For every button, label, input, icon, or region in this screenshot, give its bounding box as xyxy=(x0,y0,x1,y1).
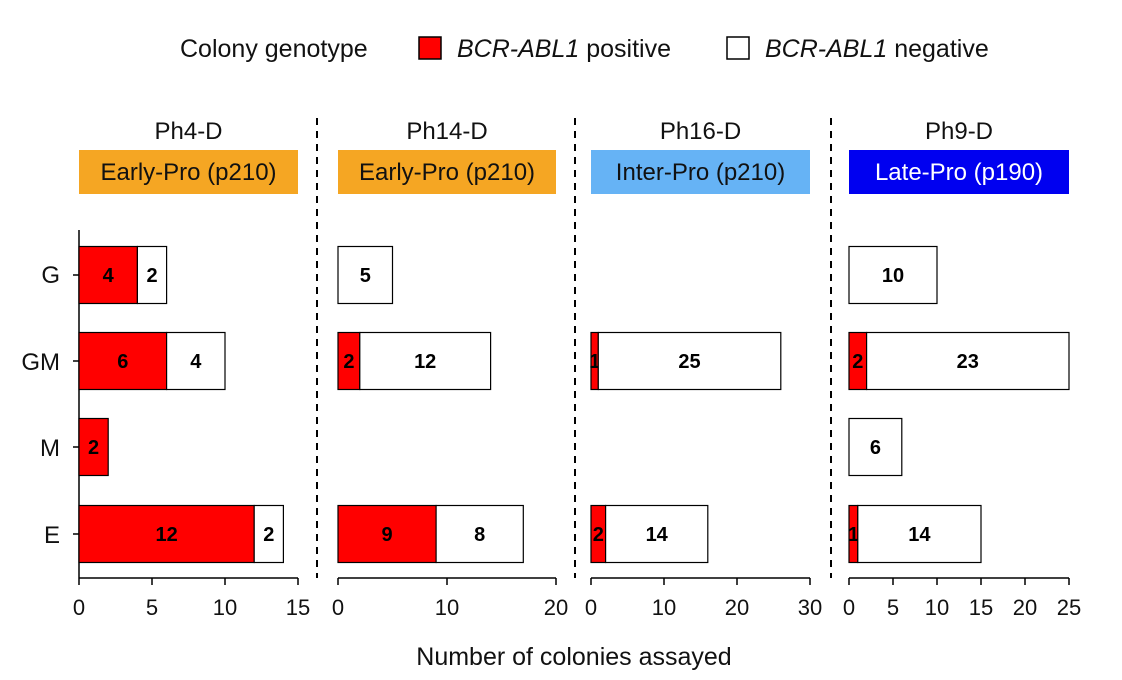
bar-positive-ph4-d-m xyxy=(78,417,109,477)
bar-label-negative-ph4-d-g: 2 xyxy=(146,265,157,287)
bar-positive-ph4-d-gm xyxy=(78,331,168,391)
bar-label-positive-ph4-d-g: 4 xyxy=(103,265,115,287)
bar-label-negative-ph16-d-gm: 25 xyxy=(678,351,700,373)
x-tick-label-ph14-d-20: 20 xyxy=(544,595,568,620)
bar-negative-ph9-d-gm xyxy=(865,331,1070,391)
bar-label-negative-ph9-d-g: 10 xyxy=(882,265,904,287)
bar-label-negative-ph16-d-e: 14 xyxy=(646,524,669,546)
bar-label-negative-ph4-d-e: 2 xyxy=(263,524,274,546)
x-tick-label-ph9-d-5: 5 xyxy=(887,595,899,620)
x-tick-label-ph16-d-0: 0 xyxy=(585,595,597,620)
category-label-gm: GM xyxy=(21,349,60,376)
panel-title-ph4-d: Ph4-D xyxy=(154,118,222,145)
bar-label-positive-ph14-d-gm: 2 xyxy=(343,351,354,373)
bar-negative-ph4-d-e xyxy=(253,504,284,564)
bar-positive-ph14-d-e xyxy=(337,504,437,564)
panel-ph16-d: Ph16-D Inter-Pro (p210) 0 10 20 30 1 25 2 14 xyxy=(585,118,822,620)
panel-badge-text-ph14-d: Early-Pro (p210) xyxy=(359,159,535,186)
x-axis-label: Number of colonies assayed xyxy=(416,643,731,671)
bar-negative-ph16-d-e xyxy=(604,504,709,564)
panel-badge-ph4-d xyxy=(79,150,298,194)
panel-badge-ph14-d xyxy=(338,150,556,194)
legend-label-positive-suffix: positive xyxy=(579,35,671,63)
bar-label-negative-ph14-d-g: 5 xyxy=(360,265,371,287)
legend-label-positive-gene: BCR-ABL1 xyxy=(457,35,579,63)
category-label-m: M xyxy=(40,435,60,462)
panel-badge-text-ph9-d: Late-Pro (p190) xyxy=(875,159,1043,186)
category-labels: G GM M E xyxy=(21,262,60,549)
panel-ph14-d: Ph14-D Early-Pro (p210) 0 10 20 5 2 12 9 8 xyxy=(332,118,568,620)
x-tick-label-ph16-d-20: 20 xyxy=(725,595,749,620)
x-tick-label-ph14-d-10: 10 xyxy=(435,595,459,620)
bar-positive-ph4-d-e xyxy=(78,504,255,564)
x-tick-label-ph9-d-0: 0 xyxy=(843,595,855,620)
x-tick-label-ph4-d-15: 15 xyxy=(286,595,310,620)
bar-label-positive-ph4-d-m: 2 xyxy=(88,437,99,459)
bar-negative-ph16-d-gm xyxy=(597,331,782,391)
bar-label-negative-ph9-d-m: 6 xyxy=(870,437,881,459)
bar-negative-ph14-d-gm xyxy=(359,331,492,391)
x-tick-label-ph4-d-5: 5 xyxy=(146,595,158,620)
x-tick-label-ph9-d-15: 15 xyxy=(969,595,993,620)
bar-label-positive-ph16-d-gm: 1 xyxy=(589,351,600,373)
x-tick-label-ph4-d-10: 10 xyxy=(213,595,237,620)
panel-badge-ph9-d xyxy=(849,150,1069,194)
x-tick-label-ph4-d-0: 0 xyxy=(73,595,85,620)
panel-title-ph9-d: Ph9-D xyxy=(925,118,993,145)
bar-label-positive-ph4-d-e: 12 xyxy=(155,524,177,546)
panel-ph9-d: Ph9-D Late-Pro (p190) 0 5 10 15 20 25 10 2 23 6 1 14 xyxy=(843,118,1081,620)
legend-label-positive: BCR-ABL1 positive xyxy=(457,35,671,63)
bar-label-positive-ph9-d-e: 1 xyxy=(848,524,859,546)
bar-negative-ph9-d-m xyxy=(848,417,903,477)
x-tick-label-ph16-d-10: 10 xyxy=(652,595,676,620)
legend-label-negative-gene: BCR-ABL1 xyxy=(765,35,887,63)
y-axis xyxy=(73,230,80,578)
bar-negative-ph4-d-gm xyxy=(166,331,226,391)
bar-negative-ph14-d-g xyxy=(337,245,394,305)
x-tick-label-ph9-d-10: 10 xyxy=(925,595,949,620)
bar-negative-ph9-d-g xyxy=(848,245,938,305)
bar-label-negative-ph14-d-e: 8 xyxy=(474,524,485,546)
panel-title-ph16-d: Ph16-D xyxy=(660,118,741,145)
x-tick-label-ph16-d-30: 30 xyxy=(798,595,822,620)
category-label-g: G xyxy=(41,262,60,289)
category-label-e: E xyxy=(44,522,60,549)
bar-label-negative-ph4-d-gm: 4 xyxy=(190,351,202,373)
bar-negative-ph14-d-e xyxy=(435,504,524,564)
panel-badge-text-ph16-d: Inter-Pro (p210) xyxy=(616,159,785,186)
bar-label-negative-ph9-d-e: 14 xyxy=(908,524,931,546)
legend-swatch-positive xyxy=(418,36,442,60)
panel-badge-text-ph4-d: Early-Pro (p210) xyxy=(100,159,276,186)
panel-badge-ph16-d xyxy=(591,150,810,194)
x-tick-label-ph9-d-25: 25 xyxy=(1057,595,1081,620)
bar-label-positive-ph16-d-e: 2 xyxy=(593,524,604,546)
bar-label-negative-ph14-d-gm: 12 xyxy=(414,351,436,373)
bar-label-positive-ph14-d-e: 9 xyxy=(381,524,392,546)
legend-label-negative: BCR-ABL1 negative xyxy=(765,35,989,63)
bar-label-positive-ph4-d-gm: 6 xyxy=(117,351,128,373)
legend-title: Colony genotype xyxy=(180,35,368,63)
x-tick-label-ph9-d-20: 20 xyxy=(1013,595,1037,620)
x-tick-label-ph14-d-0: 0 xyxy=(332,595,344,620)
legend: Colony genotype BCR-ABL1 positive BCR-AB… xyxy=(180,35,989,63)
panel-title-ph14-d: Ph14-D xyxy=(406,118,487,145)
legend-label-negative-suffix: negative xyxy=(887,35,988,63)
legend-swatch-negative xyxy=(726,36,750,60)
panel-ph4-d: Ph4-D Early-Pro (p210) 0 5 10 15 4 2 6 4 2 12 2 xyxy=(73,118,310,620)
bar-label-positive-ph9-d-gm: 2 xyxy=(852,351,863,373)
bar-negative-ph9-d-e xyxy=(857,504,982,564)
bar-label-negative-ph9-d-gm: 23 xyxy=(957,351,979,373)
bar-negative-ph4-d-g xyxy=(136,245,168,305)
